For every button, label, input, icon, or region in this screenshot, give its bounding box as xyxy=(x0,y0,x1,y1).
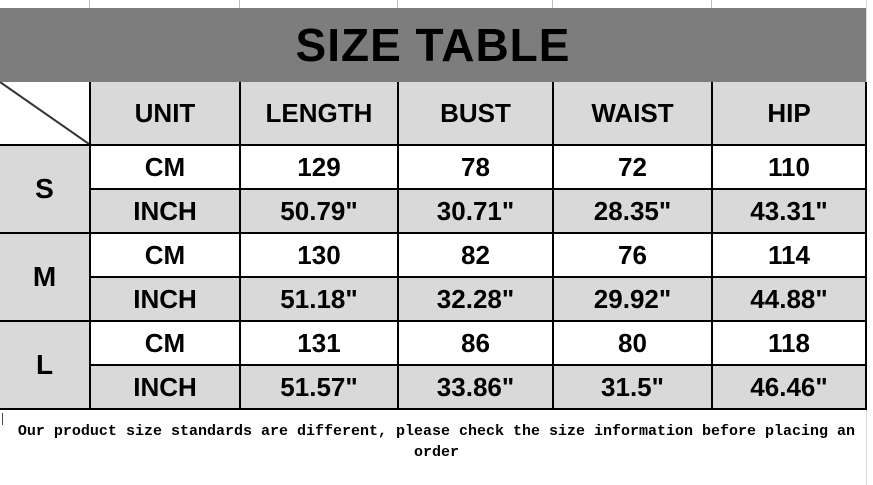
gridline-fragment xyxy=(397,0,398,8)
value-cell: 131 xyxy=(239,320,399,366)
value-cell: 78 xyxy=(397,144,554,190)
value-cell: 72 xyxy=(552,144,713,190)
value-cell: 46.46" xyxy=(711,364,867,410)
value-cell: 43.31" xyxy=(711,188,867,234)
header-row: UNIT LENGTH BUST WAIST HIP xyxy=(0,82,867,146)
size-label-cell: L xyxy=(0,320,91,410)
header-cell-waist: WAIST xyxy=(552,82,713,146)
header-cell-hip: HIP xyxy=(711,82,867,146)
value-cell: 31.5" xyxy=(552,364,713,410)
unit-label-cell: INCH xyxy=(89,188,241,234)
value-cell: 44.88" xyxy=(711,276,867,322)
size-table: UNIT LENGTH BUST WAIST HIP S CM 129 78 7… xyxy=(0,82,867,410)
header-cell-bust: BUST xyxy=(397,82,554,146)
table-row-m-cm: M CM 130 82 76 114 xyxy=(0,232,867,322)
table-row-s-inch: INCH 50.79" 30.71" 28.35" 43.31" xyxy=(0,188,867,234)
border-fragment xyxy=(2,413,3,425)
value-cell: 29.92" xyxy=(552,276,713,322)
table-row-l-cm: L CM 131 86 80 118 xyxy=(0,320,867,410)
unit-label-cell: INCH xyxy=(89,276,241,322)
table-row-s-cm: S CM 129 78 72 110 xyxy=(0,144,867,234)
size-label-cell: S xyxy=(0,144,91,234)
value-cell: 76 xyxy=(552,232,713,278)
table-row-m-inch: INCH 51.18" 32.28" 29.92" 44.88" xyxy=(0,276,867,322)
size-note-line2: order xyxy=(413,444,459,461)
value-cell: 51.57" xyxy=(239,364,399,410)
unit-label-cell: INCH xyxy=(89,364,241,410)
diagonal-corner-cell xyxy=(0,82,91,146)
size-note-line1: Our product size standards are different… xyxy=(17,423,856,440)
gridline-fragment xyxy=(239,0,240,8)
diagonal-line-icon xyxy=(0,82,88,143)
value-cell: 30.71" xyxy=(397,188,554,234)
value-cell: 80 xyxy=(552,320,713,366)
value-cell: 118 xyxy=(711,320,867,366)
value-cell: 82 xyxy=(397,232,554,278)
gridline-right-edge xyxy=(866,0,867,485)
value-cell: 50.79" xyxy=(239,188,399,234)
value-cell: 86 xyxy=(397,320,554,366)
value-cell: 28.35" xyxy=(552,188,713,234)
table-row-l-inch: INCH 51.57" 33.86" 31.5" 46.46" xyxy=(0,364,867,410)
unit-label-cell: CM xyxy=(89,320,241,366)
value-cell: 114 xyxy=(711,232,867,278)
value-cell: 130 xyxy=(239,232,399,278)
gridline-fragment xyxy=(552,0,553,8)
value-cell: 32.28" xyxy=(397,276,554,322)
page-title: SIZE TABLE xyxy=(295,19,571,71)
value-cell: 51.18" xyxy=(239,276,399,322)
size-note: Our product size standards are different… xyxy=(0,421,873,463)
header-cell-length: LENGTH xyxy=(239,82,399,146)
value-cell: 33.86" xyxy=(397,364,554,410)
title-bar: SIZE TABLE xyxy=(0,8,866,82)
value-cell: 129 xyxy=(239,144,399,190)
gridline-fragment xyxy=(711,0,712,8)
header-cell-unit: UNIT xyxy=(89,82,241,146)
unit-label-cell: CM xyxy=(89,232,241,278)
gridline-fragment xyxy=(89,0,90,8)
value-cell: 110 xyxy=(711,144,867,190)
size-label-cell: M xyxy=(0,232,91,322)
unit-label-cell: CM xyxy=(89,144,241,190)
